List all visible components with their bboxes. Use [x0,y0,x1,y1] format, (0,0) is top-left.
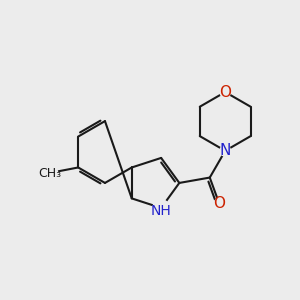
Circle shape [214,198,225,209]
Text: CH₃: CH₃ [38,167,61,179]
Text: O: O [219,85,231,100]
Circle shape [220,146,230,156]
Circle shape [153,200,169,216]
Text: N: N [220,143,231,158]
Circle shape [41,165,58,181]
Text: O: O [213,196,225,211]
Text: NH: NH [151,204,172,218]
Circle shape [220,87,230,98]
